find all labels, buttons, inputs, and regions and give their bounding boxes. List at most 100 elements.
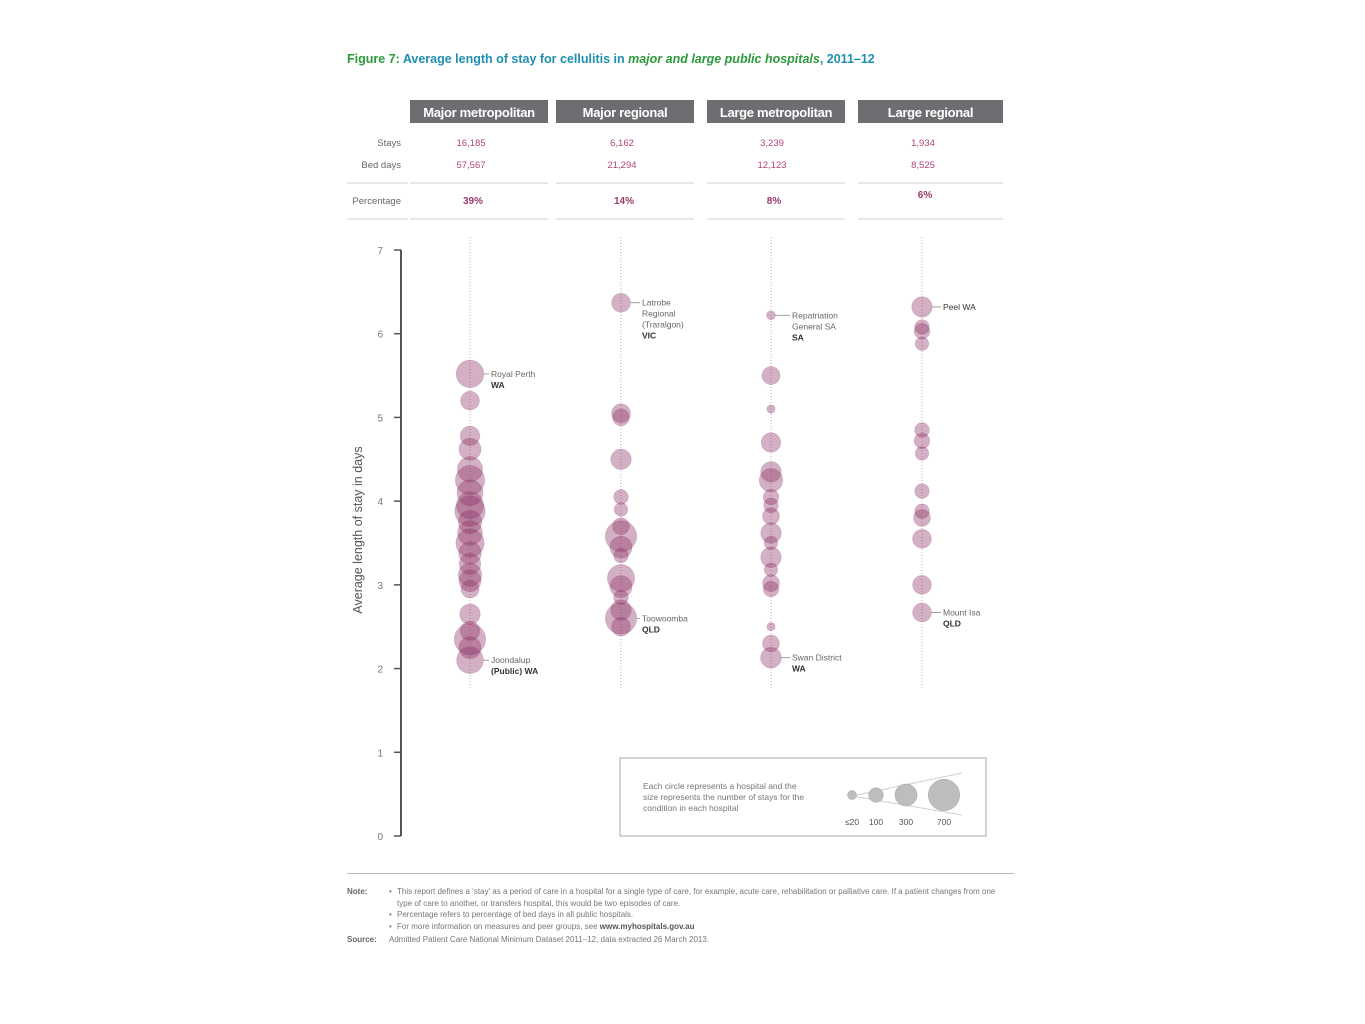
hospital-bubble	[611, 293, 631, 313]
y-tick-label: 6	[377, 330, 383, 341]
percentage-value: 8%	[767, 196, 782, 207]
group-header	[858, 100, 1003, 123]
y-axis-label: Average length of stay in days	[351, 446, 365, 613]
legend-size-circle	[894, 783, 918, 807]
source-label: Source:	[347, 935, 377, 944]
annotation-label: Toowoomba	[642, 613, 688, 623]
legend-size-label: 100	[869, 817, 883, 827]
hospital-bubble	[613, 502, 629, 517]
stays-value: 16,185	[456, 138, 485, 149]
hospital-bubble	[763, 497, 779, 513]
hospital-bubble	[912, 575, 932, 595]
y-tick-label: 2	[377, 665, 383, 676]
hospital-bubble	[460, 390, 480, 411]
hospital-bubble	[914, 503, 930, 519]
legend-size-circle	[847, 790, 857, 800]
hospital-bubble	[762, 580, 780, 598]
hospital-bubble	[455, 359, 485, 389]
legend-size-circle	[928, 779, 960, 811]
stays-value: 6,162	[610, 138, 634, 149]
legend-size-circle	[868, 787, 884, 803]
hospital-bubble	[766, 404, 776, 414]
annotation-label: Regional	[642, 309, 676, 319]
hospital-bubble	[612, 408, 630, 427]
hospital-bubble	[459, 603, 481, 625]
hospital-bubble	[609, 535, 633, 559]
hospital-bubble	[459, 425, 481, 446]
annotation-label: VIC	[642, 331, 656, 341]
group-header-label: Major metropolitan	[423, 105, 535, 120]
hospital-bubble	[911, 296, 933, 318]
annotation-label: QLD	[943, 618, 961, 628]
row-label-percentage: Percentage	[352, 196, 401, 207]
hospital-bubble	[613, 589, 629, 606]
hospital-bubble	[454, 495, 486, 527]
hospital-bubble	[914, 336, 930, 351]
note-item: Percentage refers to percentage of bed d…	[389, 909, 1007, 921]
annotation-label: Swan District	[792, 653, 842, 663]
hospital-bubble	[607, 564, 635, 593]
annotation-label: Peel WA	[943, 302, 976, 312]
group-header	[707, 100, 845, 123]
figure-title-post: , 2011–12	[819, 52, 875, 66]
hospital-bubble	[458, 569, 482, 593]
annotation-label: QLD	[642, 624, 660, 634]
y-tick-label: 7	[377, 246, 383, 257]
stays-value: 3,239	[760, 138, 784, 149]
legend-size-label: ≤20	[845, 817, 859, 827]
hospital-bubble	[762, 634, 780, 653]
y-tick-label: 1	[377, 748, 383, 759]
group-header	[410, 100, 548, 123]
annotation-label: Latrobe	[642, 298, 671, 308]
hospital-bubble	[457, 520, 483, 546]
hospital-bubble	[610, 448, 632, 470]
y-tick-label: 4	[377, 497, 383, 508]
hospital-bubble	[913, 432, 931, 449]
annotation-label: WA	[792, 664, 806, 674]
hospital-bubble	[760, 432, 782, 453]
bed-days-value: 12,123	[757, 160, 786, 171]
hospital-bubble	[763, 535, 779, 551]
hospital-bubble	[457, 510, 483, 535]
annotation-label: (Public) WA	[491, 666, 538, 676]
figure-title-em: major and large public hospitals	[628, 52, 820, 66]
hospital-bubble	[605, 520, 637, 553]
row-label-stays: Stays	[377, 138, 401, 149]
annotation-label: General SA	[792, 321, 836, 331]
myhospitals-link[interactable]: www.myhospitals.gov.au	[599, 921, 695, 931]
hospital-bubble	[457, 456, 483, 483]
y-tick-label: 5	[377, 413, 383, 424]
row-label-bed-days: Bed days	[361, 160, 401, 171]
hospital-bubble	[912, 529, 932, 549]
hospital-bubble	[613, 489, 629, 505]
hospital-bubble	[758, 468, 784, 493]
hospital-bubble	[610, 599, 632, 621]
hospital-bubble	[458, 437, 482, 461]
legend-text: Each circle represents a hospital and th…	[643, 781, 797, 791]
annotation-label: Joondalup	[491, 655, 531, 665]
legend-text: condition in each hospital	[643, 803, 739, 813]
hospital-bubble	[762, 507, 780, 525]
hospital-bubble	[760, 522, 782, 544]
legend-box	[619, 757, 987, 837]
hospital-bubble	[914, 446, 930, 461]
hospital-bubble	[760, 461, 782, 483]
source-text: Admitted Patient Care National Minimum D…	[389, 935, 710, 944]
hospital-bubble	[459, 620, 481, 641]
hospital-bubble	[760, 546, 782, 568]
annotation-label: Repatriation	[792, 310, 838, 320]
notes-block: Note: This report defines a ‘stay’ as a …	[347, 886, 1007, 946]
legend-size-label: 700	[937, 817, 951, 827]
hospital-bubble	[914, 483, 930, 499]
hospital-bubble	[605, 602, 637, 635]
bed-days-value: 8,525	[911, 160, 935, 171]
hospital-bubble	[457, 562, 483, 587]
hospital-bubble	[766, 310, 776, 321]
notes-divider	[347, 873, 1014, 874]
hospital-bubble	[762, 488, 780, 506]
hospital-bubble	[914, 422, 930, 438]
hospital-bubble	[913, 509, 931, 527]
percentage-value: 14%	[614, 196, 634, 207]
group-header-label: Large metropolitan	[720, 105, 833, 120]
